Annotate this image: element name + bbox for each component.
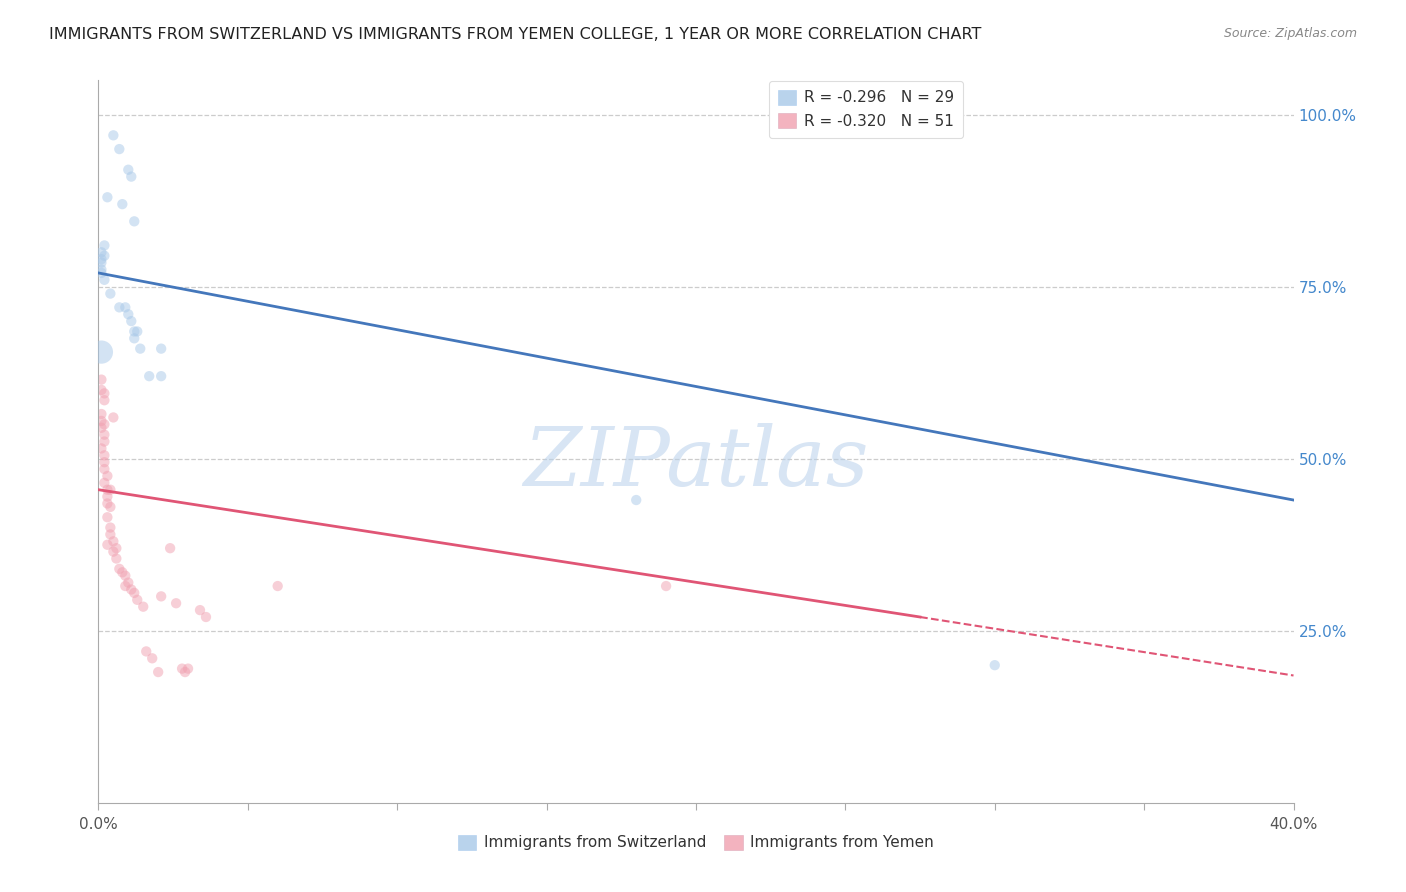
Point <box>267 579 290 593</box>
Point <box>93 249 115 263</box>
Point <box>114 579 136 593</box>
Point <box>120 169 142 184</box>
Point <box>93 475 115 490</box>
Point <box>103 410 125 425</box>
Point <box>90 262 112 277</box>
Point <box>108 301 131 315</box>
Point <box>108 562 131 576</box>
Point <box>90 245 112 260</box>
Legend: Immigrants from Switzerland, Immigrants from Yemen: Immigrants from Switzerland, Immigrants … <box>451 829 941 856</box>
Point <box>655 579 678 593</box>
Point <box>165 596 187 610</box>
Point <box>98 520 122 534</box>
Point <box>90 407 112 421</box>
Point <box>150 590 173 604</box>
Point <box>96 538 118 552</box>
Point <box>96 510 118 524</box>
Point <box>120 582 142 597</box>
Point <box>98 527 122 541</box>
Point <box>103 128 125 143</box>
Point <box>117 575 139 590</box>
Point <box>90 383 112 397</box>
Point <box>103 534 125 549</box>
Point <box>90 266 112 280</box>
Text: ZIPatlas: ZIPatlas <box>523 423 869 503</box>
Point <box>93 238 115 252</box>
Point <box>150 369 173 384</box>
Point <box>124 586 146 600</box>
Point <box>96 490 118 504</box>
Point <box>159 541 181 556</box>
Point <box>984 658 1007 673</box>
Point <box>172 662 194 676</box>
Point <box>111 566 134 580</box>
Point <box>90 345 112 359</box>
Point <box>98 483 122 497</box>
Point <box>120 314 142 328</box>
Point <box>93 455 115 469</box>
Point <box>141 651 163 665</box>
Point <box>174 665 197 679</box>
Point <box>626 493 648 508</box>
Point <box>98 500 122 514</box>
Point <box>98 286 122 301</box>
Point <box>96 469 118 483</box>
Point <box>90 255 112 269</box>
Point <box>93 417 115 432</box>
Point <box>93 434 115 449</box>
Point <box>93 462 115 476</box>
Point <box>127 325 149 339</box>
Text: Source: ZipAtlas.com: Source: ZipAtlas.com <box>1223 27 1357 40</box>
Point <box>124 325 146 339</box>
Point <box>124 331 146 345</box>
Point <box>105 541 128 556</box>
Point <box>111 197 134 211</box>
Text: IMMIGRANTS FROM SWITZERLAND VS IMMIGRANTS FROM YEMEN COLLEGE, 1 YEAR OR MORE COR: IMMIGRANTS FROM SWITZERLAND VS IMMIGRANT… <box>49 27 981 42</box>
Point <box>90 442 112 456</box>
Point <box>90 252 112 267</box>
Point <box>96 496 118 510</box>
Point <box>96 483 118 497</box>
Point <box>124 214 146 228</box>
Point <box>132 599 155 614</box>
Point <box>108 142 131 156</box>
Point <box>150 342 173 356</box>
Point <box>93 448 115 462</box>
Point <box>138 369 160 384</box>
Point <box>114 301 136 315</box>
Point <box>93 386 115 401</box>
Point <box>93 393 115 408</box>
Point <box>103 544 125 558</box>
Point <box>114 568 136 582</box>
Point <box>129 342 152 356</box>
Point <box>90 373 112 387</box>
Point <box>96 190 118 204</box>
Point <box>117 162 139 177</box>
Point <box>93 427 115 442</box>
Point <box>90 421 112 435</box>
Point <box>177 662 200 676</box>
Point <box>93 273 115 287</box>
Point <box>135 644 157 658</box>
Point <box>148 665 170 679</box>
Point <box>105 551 128 566</box>
Point <box>117 307 139 321</box>
Point <box>188 603 211 617</box>
Point <box>90 414 112 428</box>
Point <box>195 610 218 624</box>
Point <box>127 592 149 607</box>
